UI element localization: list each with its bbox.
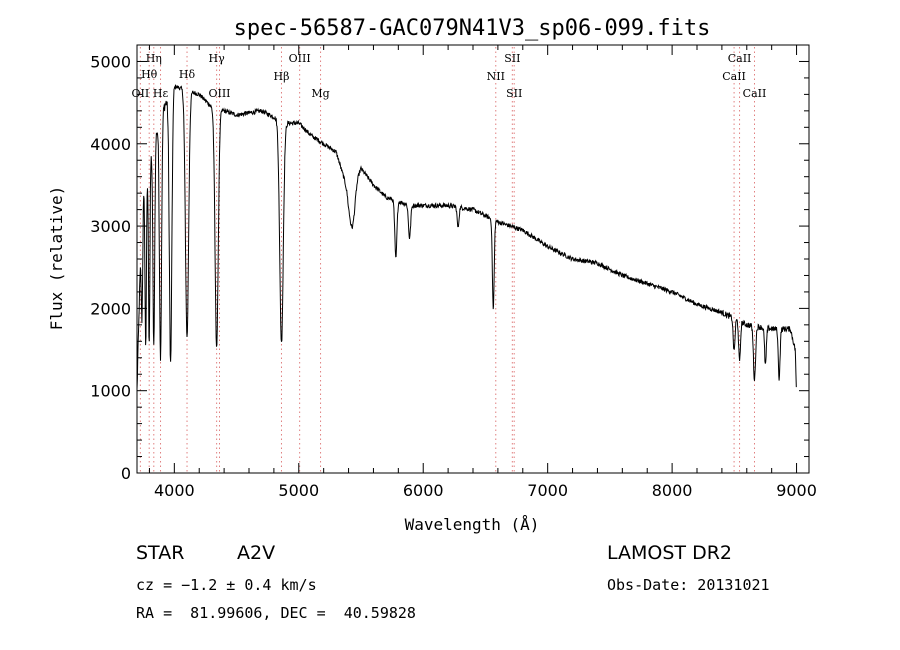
line-marker-label: Hε	[153, 87, 169, 100]
y-tick-label: 0	[121, 464, 131, 483]
line-marker-label: SII	[506, 87, 522, 100]
redshift-velocity: cz = −1.2 ± 0.4 km/s	[136, 576, 317, 594]
line-marker-label: CaII	[743, 87, 767, 100]
y-tick-label: 5000	[90, 52, 131, 71]
line-marker-labels: OIIHθHηHεHδHγOIIIHβOIIIMgNIISIISIICaIICa…	[132, 52, 767, 100]
y-axis-label: Flux (relative)	[47, 186, 66, 331]
object-class: STAR	[136, 542, 185, 564]
spectrum-line	[136, 84, 797, 389]
line-marker-label: NII	[487, 70, 505, 83]
object-subclass: A2V	[237, 542, 276, 564]
line-marker-label: SII	[504, 52, 520, 65]
line-marker-label: Hβ	[274, 70, 290, 83]
x-tick-label: 6000	[403, 481, 444, 500]
y-tick-label: 1000	[90, 382, 131, 401]
line-marker-label: Hγ	[209, 52, 226, 65]
line-marker-label: OIII	[289, 52, 311, 65]
x-tick-label: 7000	[527, 481, 568, 500]
y-tick-label: 3000	[90, 217, 131, 236]
line-marker-label: CaII	[728, 52, 752, 65]
x-axis-label: Wavelength (Å)	[405, 515, 540, 534]
x-tick-label: 9000	[776, 481, 817, 500]
y-tick-label: 4000	[90, 135, 131, 154]
observation-date: Obs-Date: 20131021	[607, 576, 770, 594]
survey-name: LAMOST DR2	[607, 542, 732, 564]
line-marker-label: CaII	[722, 70, 746, 83]
plot-frame	[136, 44, 810, 474]
line-marker-label: OII	[132, 87, 150, 100]
line-marker-label: Hθ	[141, 68, 158, 81]
line-marker-label: Mg	[311, 87, 329, 100]
x-tick-label: 4000	[154, 481, 195, 500]
line-marker-label: Hη	[146, 52, 162, 65]
coordinates: RA = 81.99606, DEC = 40.59828	[136, 604, 416, 622]
line-marker-label: Hδ	[179, 68, 196, 81]
chart-title: spec-56587-GAC079N41V3_sp06-099.fits	[234, 16, 711, 41]
spectrum-series	[136, 84, 797, 389]
x-axis: 4000 5000 6000 7000 8000 9000	[148, 45, 817, 500]
x-tick-label: 8000	[652, 481, 693, 500]
y-tick-label: 2000	[90, 299, 131, 318]
y-axis: 0 1000 2000 3000 4000 5000	[90, 44, 809, 483]
line-markers	[139, 47, 755, 473]
line-marker-label: OIII	[208, 87, 230, 100]
x-tick-label: 5000	[278, 481, 319, 500]
